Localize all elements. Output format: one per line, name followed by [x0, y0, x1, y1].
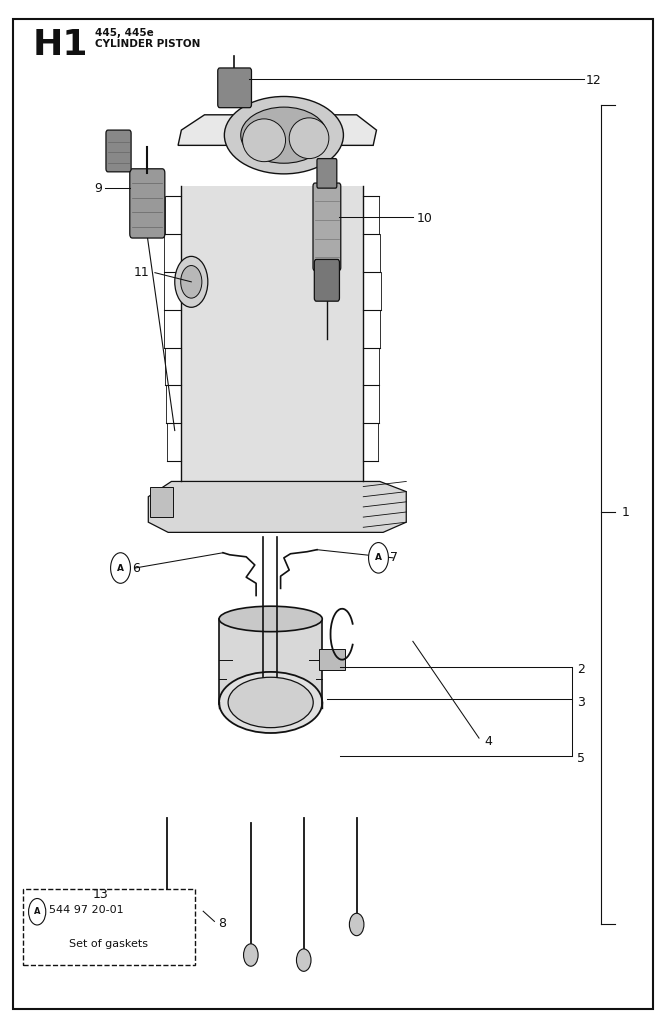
Bar — [181, 186, 364, 481]
FancyBboxPatch shape — [23, 889, 195, 966]
Ellipse shape — [219, 606, 322, 632]
FancyBboxPatch shape — [313, 183, 341, 270]
FancyBboxPatch shape — [217, 68, 251, 108]
Text: A: A — [34, 907, 41, 916]
Text: 13: 13 — [93, 888, 109, 901]
Bar — [149, 486, 173, 517]
Ellipse shape — [241, 108, 327, 163]
Circle shape — [111, 553, 131, 584]
Ellipse shape — [228, 677, 313, 728]
FancyBboxPatch shape — [106, 130, 131, 172]
Ellipse shape — [243, 119, 285, 162]
Text: 7: 7 — [390, 551, 398, 564]
Text: 9: 9 — [94, 181, 102, 195]
Circle shape — [243, 944, 258, 967]
Ellipse shape — [219, 672, 322, 733]
Text: 12: 12 — [586, 74, 602, 87]
Circle shape — [159, 913, 174, 936]
Polygon shape — [178, 115, 376, 145]
Text: 8: 8 — [217, 916, 225, 930]
Ellipse shape — [289, 118, 329, 159]
Text: 544 97 20-01: 544 97 20-01 — [49, 905, 123, 915]
Text: CYLINDER PISTON: CYLINDER PISTON — [95, 40, 201, 49]
FancyBboxPatch shape — [130, 169, 165, 238]
Bar — [219, 618, 322, 705]
Ellipse shape — [224, 96, 344, 174]
Text: 10: 10 — [416, 212, 432, 225]
Circle shape — [296, 949, 311, 972]
Circle shape — [175, 256, 208, 307]
Circle shape — [369, 543, 388, 573]
Text: 6: 6 — [132, 561, 139, 574]
Circle shape — [181, 265, 202, 298]
Text: A: A — [117, 563, 124, 572]
Circle shape — [350, 913, 364, 936]
Text: 2: 2 — [577, 664, 585, 677]
Text: 5: 5 — [577, 752, 585, 765]
Text: 3: 3 — [577, 696, 585, 709]
Polygon shape — [148, 481, 406, 532]
FancyBboxPatch shape — [317, 159, 337, 188]
FancyBboxPatch shape — [314, 259, 340, 301]
Text: 445, 445e: 445, 445e — [95, 29, 154, 38]
Text: 11: 11 — [134, 266, 149, 280]
Text: A: A — [375, 553, 382, 562]
Text: 1: 1 — [621, 506, 629, 518]
Text: Set of gaskets: Set of gaskets — [69, 939, 148, 949]
Text: H1: H1 — [33, 29, 88, 62]
Text: 4: 4 — [484, 734, 492, 748]
Bar — [319, 649, 346, 670]
Circle shape — [29, 898, 46, 925]
